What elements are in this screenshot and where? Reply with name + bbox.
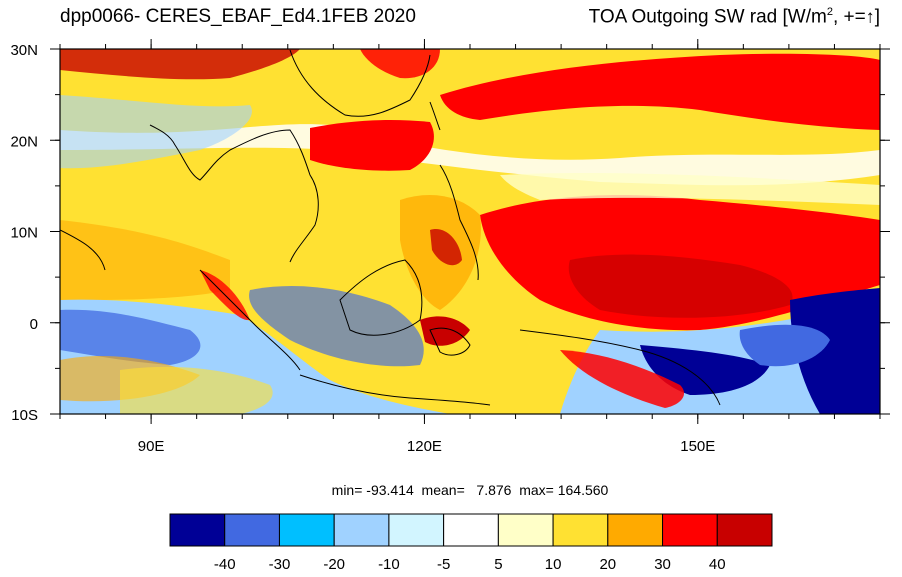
colorbar-swatch [169,513,226,547]
colorbar-swatch [224,513,280,547]
lon-tick-label: 90E [138,438,165,455]
colorbar-swatch [552,513,609,547]
title-right-superscript: 2 [826,6,833,18]
field-patch [420,316,470,346]
field-patch [360,49,440,79]
coastline-java [299,374,491,406]
colorbar-label: -10 [378,556,400,573]
colorbar-label: 10 [545,556,562,573]
colorbar-swatch [497,513,554,547]
colorbar-label: -20 [323,556,345,573]
colorbar-swatch [388,513,445,547]
colorbar-label: 30 [654,556,671,573]
field-patch [249,285,424,367]
lat-tick-label: 20N [10,133,38,150]
coastline-taiwan [429,101,441,131]
lat-tick-label: 10S [11,407,38,424]
field-patch [430,229,462,266]
lat-tick-label: 30N [10,42,38,59]
colorbar-label: -30 [269,556,291,573]
field-patch [790,288,880,414]
coastline-sri-lanka [60,229,106,271]
colorbar-swatch [607,513,664,547]
field-patch [568,254,793,318]
field-patch [60,49,300,80]
up-arrow-icon: ↑ [865,6,875,27]
field-patch [120,366,273,414]
colorbar-label: -40 [214,556,236,573]
colorbar-label: -5 [437,556,450,573]
field-patch [500,173,880,205]
axis-ticks [50,39,890,424]
plot-title-right: TOA Outgoing SW rad [W/m2, +=↑] [589,6,880,28]
field-patch [440,53,880,130]
anomaly-field [60,49,880,414]
lon-tick-label: 150E [680,438,715,455]
colorbar-label: 20 [599,556,616,573]
coastline-philippines [439,164,479,281]
field-patch [60,95,252,169]
lat-tick-label: 10N [10,225,38,242]
title-right-suffix: ] [874,6,880,28]
colorbar-swatch [278,513,335,547]
coastline-sumatra [199,269,301,371]
axis-tick-labels: 90E 120E 150E 30N 20N 10N 0 10S [10,42,715,455]
field-patch [60,220,230,300]
colorbar-swatch [333,513,390,547]
colorbar [169,513,773,547]
field-patch [60,124,880,186]
coastlines [60,49,721,406]
coastline-sulawesi [429,327,471,356]
coastline-china [289,49,431,117]
colorbar-swatch [716,513,773,547]
stats-summary: min= -93.414 mean= 7.876 max= 164.560 [331,482,609,498]
field-patch [60,309,201,365]
coastline-india-indochina [149,124,319,263]
coastline-new-guinea [519,329,721,406]
colorbar-labels: -40 -30 -20 -10 -5 5 10 20 30 40 [214,556,726,573]
colorbar-swatch [443,513,499,547]
colorbar-swatch [662,513,718,547]
title-right-prefix: TOA Outgoing SW rad [W/m [588,6,827,28]
field-patch [310,120,434,171]
title-right-mid: , += [832,6,866,28]
field-patch [560,350,685,408]
plot-title-left: dpp0066- CERES_EBAF_Ed4.1FEB 2020 [60,6,416,27]
colorbar-label: 40 [709,556,726,573]
lon-tick-label: 120E [407,438,442,455]
colorbar-label: 5 [494,556,502,573]
coastline-borneo [339,259,423,336]
field-patch [739,324,830,367]
lat-tick-label: 0 [30,316,38,333]
